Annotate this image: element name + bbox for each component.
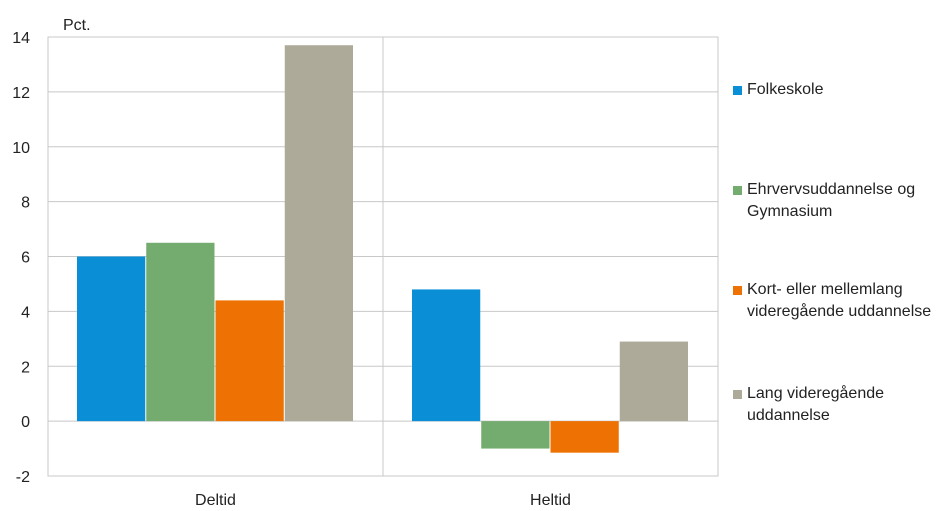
y-tick-label: 8 [21,195,30,212]
legend-label: Ehrvervsuddannelse og Gymnasium [747,181,916,220]
plot-frame [47,36,719,477]
legend-swatch [733,286,742,295]
bar [412,289,481,422]
bar [481,421,550,449]
legend-swatch [733,86,742,95]
bar [77,256,146,422]
legend-swatch [733,390,742,399]
x-tick-label: Deltid [195,492,236,509]
legend-label: Folkeskole [747,81,824,98]
y-tick-label: 12 [12,85,30,102]
y-tick-label: 2 [21,359,30,376]
y-tick-label: 6 [21,250,30,267]
legend-item-folkeskole: Folkeskole [733,79,823,101]
legend-label: Kort- eller mellemlang videregående udda… [747,281,932,320]
bar [284,45,353,422]
bar [146,242,215,422]
bar [215,300,284,422]
bars [77,45,688,453]
legend-swatch [733,186,742,195]
bar [550,421,619,453]
y-tick-label: 10 [12,140,30,157]
legend-item-lang-videregaaende: Lang videregående uddannelse [733,383,923,427]
y-tick-label: 0 [21,414,30,431]
legend-label: Lang videregående uddannelse [747,385,885,424]
bar [619,341,688,422]
x-tick-label: Heltid [530,492,571,509]
y-axis: 14 12 10 8 6 4 2 0 -2 [12,30,30,486]
y-tick-label: 4 [21,304,30,321]
x-axis: Deltid Heltid [195,492,571,509]
y-axis-unit-label: Pct. [63,17,91,34]
y-tick-label: 14 [12,30,30,47]
legend-item-ehrvervsuddannelse: Ehrvervsuddannelse og Gymnasium [733,179,938,223]
y-tick-label: -2 [16,469,30,486]
legend-item-kort-mellemlang: Kort- eller mellemlang videregående udda… [733,279,952,323]
